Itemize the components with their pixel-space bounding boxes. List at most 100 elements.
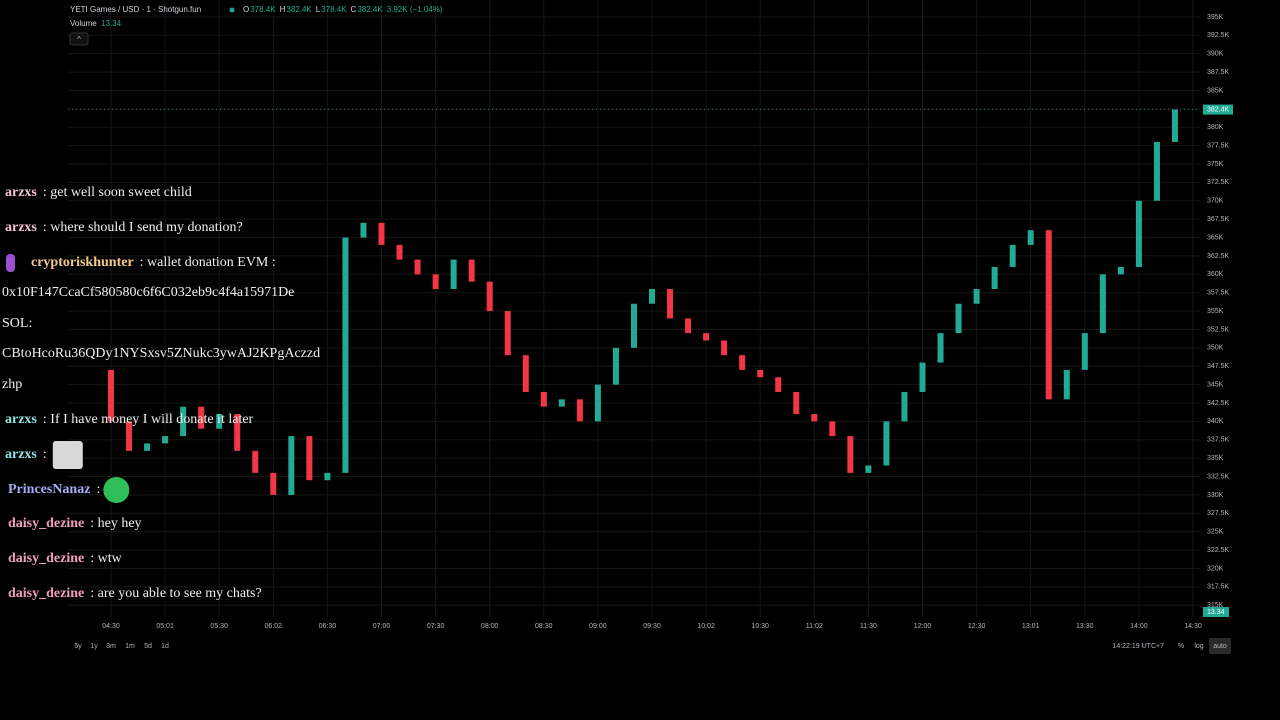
x-tick-label: 09:00 [589, 623, 607, 630]
scale-option[interactable]: auto [1213, 643, 1227, 650]
y-tick-label: 345K [1207, 381, 1224, 388]
ohlc-value: 378.4K [250, 5, 276, 14]
timeframe-button[interactable]: 1m [125, 643, 135, 650]
y-tick-label: 362.5K [1207, 253, 1230, 260]
collapse-icon[interactable]: ^ [77, 35, 81, 44]
candle-body [540, 391, 547, 407]
candle-body [739, 355, 746, 370]
timeframe-button[interactable]: 1y [90, 643, 98, 650]
candle-body [1027, 230, 1034, 245]
candle-body [162, 436, 169, 444]
y-tick-label: 357.5K [1207, 290, 1230, 297]
chat-username: arzxs [5, 185, 37, 200]
y-tick-label: 385K [1207, 87, 1224, 94]
ohlc-key: L [316, 5, 321, 14]
candle-body [342, 237, 349, 473]
chat-message: : get well soon sweet child [43, 185, 192, 200]
volume-label: Volume [70, 19, 97, 28]
scale-option[interactable]: % [1178, 643, 1184, 650]
y-tick-label: 335K [1207, 455, 1224, 462]
candle-body [1171, 109, 1178, 142]
x-tick-label: 12:30 [968, 623, 986, 630]
candle-body [180, 406, 187, 437]
y-tick-label: 390K [1207, 51, 1224, 58]
y-tick-label: 355K [1207, 308, 1224, 315]
y-tick-label: 380K [1207, 124, 1224, 131]
candle-body [504, 311, 511, 356]
axes: 315K 317.5K 320K 322.5K 325K 327.5K 330K 332.5K… [68, 14, 1233, 630]
timeframe-button[interactable]: 5y [74, 643, 82, 650]
candle-body [793, 391, 800, 415]
x-tick-label: 07:00 [373, 623, 391, 630]
chat-username: daisy_dezine [8, 516, 84, 531]
clock: 14:22:19 UTC+7 [1112, 643, 1164, 650]
x-tick-label: 12:00 [914, 623, 932, 630]
x-tick-label: 11:30 [860, 623, 877, 630]
candle-body [522, 355, 529, 392]
candle-body [450, 259, 457, 290]
chat-message: : wallet donation EVM : [140, 255, 276, 270]
ohlc-key: H [280, 5, 286, 14]
chat-message: : are you able to see my chats? [90, 586, 261, 601]
candle-body [991, 266, 998, 290]
candle-body [1099, 274, 1106, 334]
candle-body [234, 414, 241, 451]
ohlc-value: 382.4K [357, 5, 383, 14]
candle-body [937, 333, 944, 363]
chat-message: : wtw [90, 551, 122, 566]
candle-body [306, 436, 313, 481]
x-tick-label: 10:02 [697, 623, 715, 630]
x-tick-label: 14:00 [1130, 623, 1148, 630]
x-tick-label: 04:30 [102, 623, 120, 630]
candle-body [612, 347, 619, 385]
candle-body [360, 222, 367, 238]
timeframe-button[interactable]: 1d [161, 643, 169, 650]
candle-body [901, 391, 908, 422]
x-tick-label: 09:30 [643, 623, 661, 630]
x-tick-label: 13:30 [1076, 623, 1094, 630]
timeframe-button[interactable]: 3m [106, 643, 116, 650]
volume-tag-label: 13.34 [1207, 609, 1225, 616]
candle-body [630, 303, 637, 348]
y-tick-label: 377.5K [1207, 142, 1230, 149]
candle-body [1045, 230, 1052, 400]
candle-body [883, 421, 890, 466]
candle-body [649, 289, 655, 304]
y-tick-label: 332.5K [1207, 473, 1230, 480]
y-tick-label: 340K [1207, 418, 1224, 425]
candle-body [144, 443, 151, 451]
candle-body [396, 244, 403, 260]
candle-body [667, 289, 674, 319]
chat-username: cryptoriskhunter [31, 255, 134, 270]
candle-body [865, 465, 872, 473]
chat-message-line: 0x10F147CcaCf580580c6f6C032eb9c4f4a15971… [2, 285, 294, 300]
y-tick-label: 367.5K [1207, 216, 1230, 223]
candle-body [775, 377, 782, 392]
candle-body [955, 303, 962, 334]
scale-option[interactable]: log [1194, 643, 1203, 650]
candle-body [1153, 141, 1160, 201]
candle-body [414, 259, 421, 275]
candle-body [1009, 244, 1016, 267]
x-tick-label: 06:30 [319, 623, 337, 630]
y-tick-label: 360K [1207, 271, 1224, 278]
y-tick-label: 375K [1207, 161, 1224, 168]
collapse-button[interactable] [69, 32, 89, 46]
y-tick-label: 322.5K [1207, 547, 1230, 554]
change: 3.92K (−1.04%) [387, 5, 443, 14]
ohlc: O 378.4K H 382.4K L 378.4K C 382.4K 3.92K (−1.04… [243, 5, 443, 14]
auto-box [1209, 638, 1231, 654]
candle-body [847, 436, 854, 473]
candle-body [1117, 266, 1124, 275]
candle-body [1063, 369, 1070, 400]
y-tick-label: 370K [1207, 198, 1224, 205]
candle-body [576, 399, 583, 422]
x-tick-label: 14:30 [1184, 623, 1202, 630]
y-tick-label: 342.5K [1207, 400, 1230, 407]
timeframe-button[interactable]: 5d [144, 643, 152, 650]
status-dot [229, 7, 235, 13]
chat-message-line: zhp [2, 377, 22, 392]
